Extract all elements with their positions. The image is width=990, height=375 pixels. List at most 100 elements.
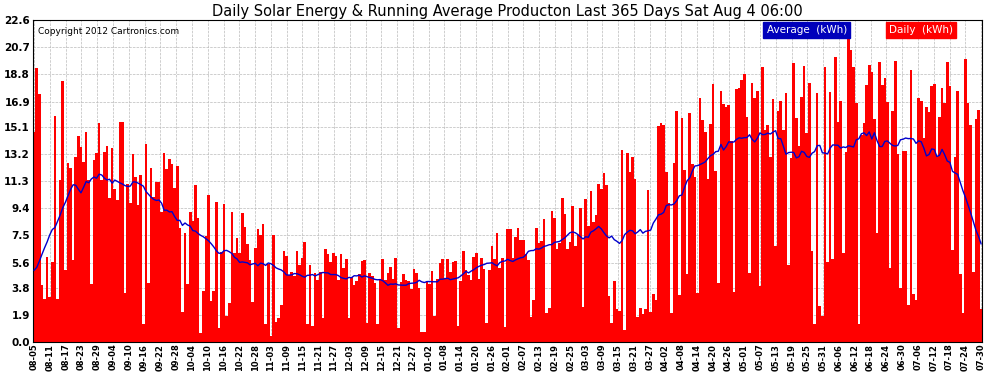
Bar <box>667 204 670 342</box>
Bar <box>218 328 220 342</box>
Bar <box>241 213 244 342</box>
Bar <box>79 147 82 342</box>
Bar <box>301 258 303 342</box>
Bar <box>790 158 792 342</box>
Bar <box>649 312 652 342</box>
Bar <box>319 272 322 342</box>
Bar <box>558 243 561 342</box>
Bar <box>618 310 621 342</box>
Bar <box>868 64 870 342</box>
Bar <box>652 294 654 342</box>
Bar <box>311 326 314 342</box>
Bar <box>456 326 459 342</box>
Bar <box>587 226 590 342</box>
Bar <box>423 332 426 342</box>
Bar <box>842 253 844 342</box>
Bar <box>725 107 728 342</box>
Bar <box>446 259 449 342</box>
Bar <box>899 288 902 342</box>
Text: Copyright 2012 Cartronics.com: Copyright 2012 Cartronics.com <box>38 27 178 36</box>
Bar <box>272 235 275 342</box>
Bar <box>360 261 363 342</box>
Bar <box>33 132 36 342</box>
Bar <box>212 291 215 342</box>
Bar <box>764 130 766 342</box>
Bar <box>431 271 434 342</box>
Bar <box>852 68 855 342</box>
Bar <box>493 259 496 342</box>
Bar <box>178 228 181 342</box>
Bar <box>910 70 912 342</box>
Bar <box>261 224 264 342</box>
Bar <box>686 274 688 342</box>
Bar <box>865 86 868 342</box>
Bar <box>343 268 345 342</box>
Bar <box>467 275 470 342</box>
Bar <box>324 249 327 342</box>
Bar <box>220 252 223 342</box>
Bar <box>56 298 58 342</box>
Bar <box>129 203 132 342</box>
Bar <box>119 122 121 342</box>
Bar <box>199 333 202 342</box>
Bar <box>189 212 191 342</box>
Bar <box>418 288 421 342</box>
Bar <box>756 92 758 342</box>
Bar <box>231 212 233 342</box>
Bar <box>748 273 750 342</box>
Bar <box>777 111 779 342</box>
Bar <box>95 153 98 342</box>
Bar <box>155 182 157 342</box>
Bar <box>149 168 152 342</box>
Bar <box>642 314 644 342</box>
Bar <box>530 317 533 342</box>
Bar <box>462 251 464 342</box>
Bar <box>925 106 928 342</box>
Bar <box>733 292 736 342</box>
Bar <box>600 189 603 342</box>
Bar <box>85 132 87 342</box>
Bar <box>49 297 51 342</box>
Bar <box>100 180 103 342</box>
Bar <box>894 61 897 342</box>
Bar <box>844 152 847 342</box>
Bar <box>644 309 646 342</box>
Bar <box>808 83 811 342</box>
Bar <box>69 168 72 342</box>
Bar <box>563 214 566 342</box>
Bar <box>233 253 236 342</box>
Bar <box>413 269 415 342</box>
Bar <box>451 262 454 342</box>
Bar <box>239 253 241 342</box>
Bar <box>335 256 338 342</box>
Bar <box>847 34 849 342</box>
Bar <box>782 130 785 342</box>
Bar <box>143 324 145 342</box>
Bar <box>483 269 485 342</box>
Bar <box>662 125 665 342</box>
Bar <box>44 299 46 342</box>
Bar <box>251 302 254 342</box>
Bar <box>940 88 943 342</box>
Bar <box>202 291 205 342</box>
Bar <box>350 277 352 342</box>
Bar <box>902 150 904 342</box>
Bar <box>226 316 228 342</box>
Bar <box>387 273 389 342</box>
Bar <box>347 318 350 342</box>
Bar <box>309 264 311 342</box>
Bar <box>157 182 160 342</box>
Bar <box>702 120 704 342</box>
Bar <box>745 117 748 342</box>
Bar <box>824 67 827 342</box>
Bar <box>728 105 730 342</box>
Bar <box>680 118 683 342</box>
Bar <box>470 280 472 342</box>
Bar <box>946 62 948 342</box>
Bar <box>646 190 649 342</box>
Bar <box>920 101 923 342</box>
Bar <box>82 162 85 342</box>
Bar <box>855 103 857 342</box>
Bar <box>736 89 738 342</box>
Bar <box>64 270 66 342</box>
